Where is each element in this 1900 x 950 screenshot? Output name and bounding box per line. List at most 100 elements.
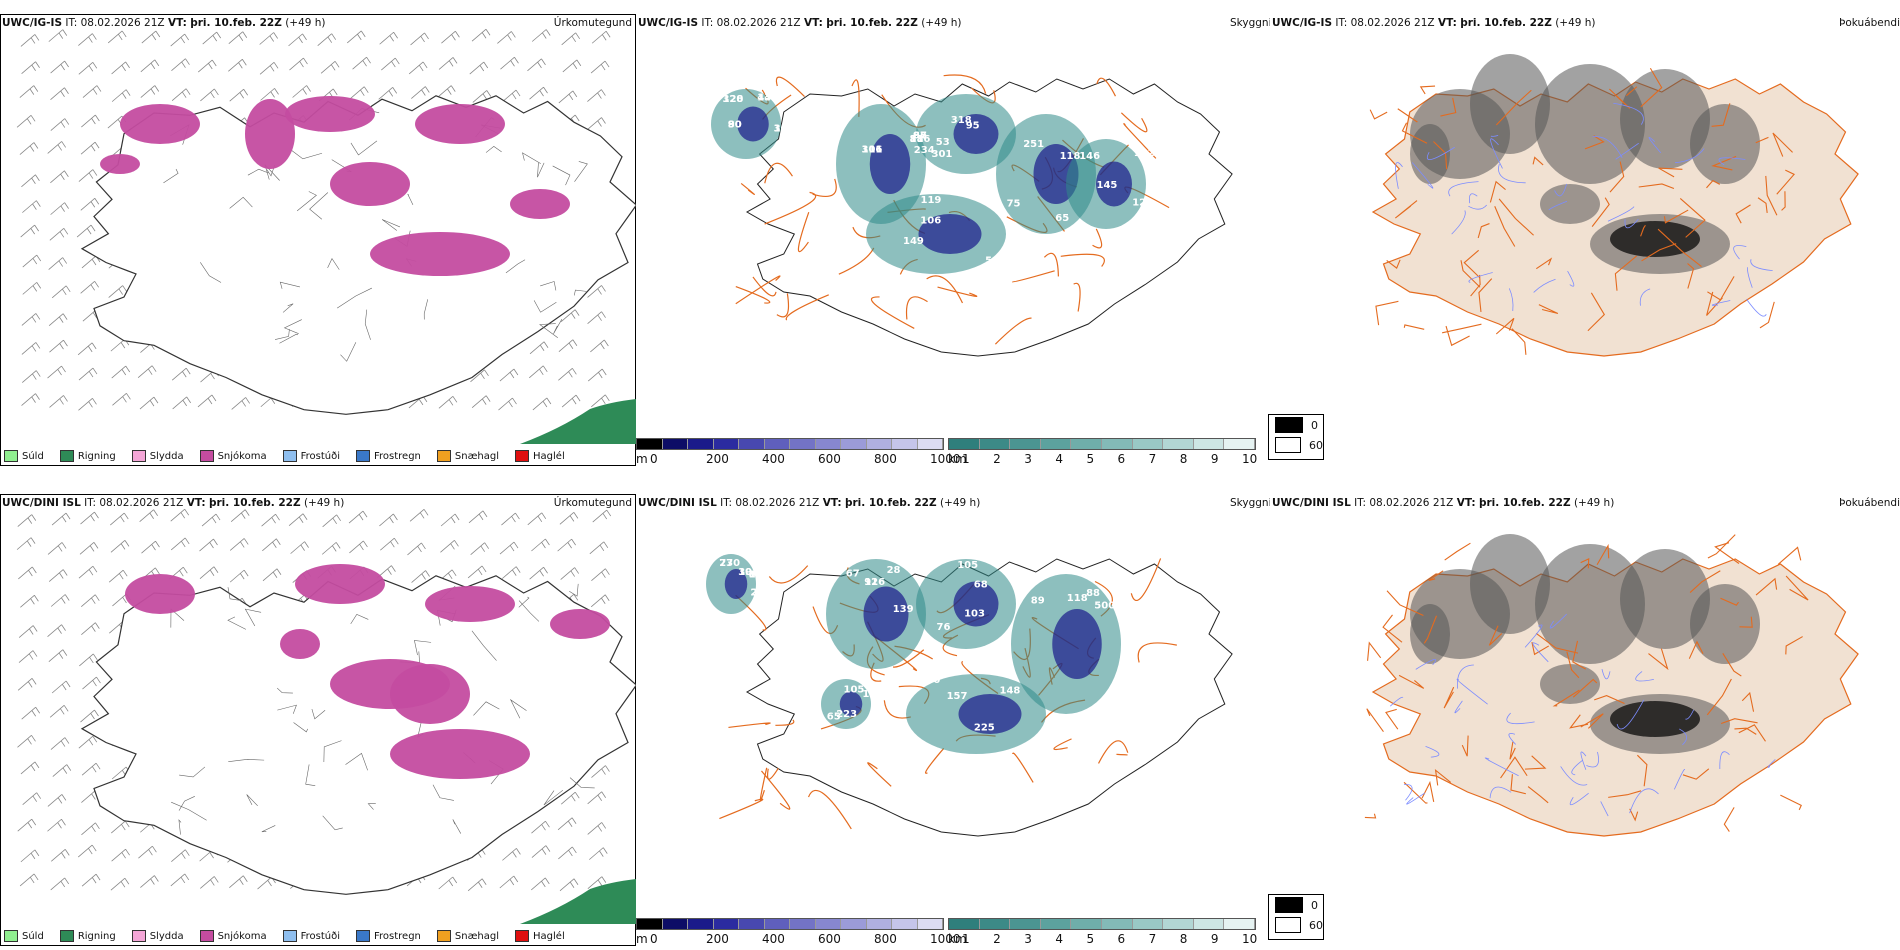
fog-legend-value: 0 — [1311, 418, 1318, 432]
legend-label: Snjókoma — [217, 930, 267, 942]
fog-legend-value: 0 — [1311, 898, 1318, 912]
scale-tick: 8 — [1179, 452, 1188, 466]
fog-legend-2: 0 60 — [1268, 894, 1324, 940]
legend-swatch — [4, 450, 18, 462]
scale-tick: 2 — [993, 452, 1001, 466]
cloud-param-2: Skyggni — [1230, 497, 1272, 509]
legend-swatch — [131, 930, 146, 942]
legend-swatch — [4, 930, 18, 942]
scale-tick: 1000 — [930, 452, 961, 466]
legend-swatch — [515, 930, 530, 942]
legend-label: Haglél — [533, 930, 565, 942]
legend-label: Frostregn — [374, 450, 421, 462]
precip-legend-item: Rigning — [59, 450, 116, 462]
scale-tick: 0 — [650, 452, 658, 466]
precip-legend-item: Súld — [4, 450, 44, 462]
cloud-base-label: 113 — [862, 689, 883, 700]
scale-tick: 800 — [874, 452, 897, 466]
fog-legend-value: 60 — [1309, 918, 1323, 932]
precip-legend-item: Frostúði — [282, 930, 340, 942]
cloud-base-label: 225 — [974, 723, 995, 734]
km-scale-1: km 1 2 3 4 5 6 7 8 9 10 — [948, 438, 1258, 468]
cloud-base-label: 146 — [1079, 151, 1100, 162]
cloud-base-label: 88 — [1086, 588, 1100, 599]
legend-label: Slydda — [149, 930, 184, 942]
precip-legend-item: Frostregn — [356, 930, 421, 942]
scale-tick: 1 — [962, 932, 970, 946]
cloud-title-2: UWC/DINI ISL IT: 08.02.2026 21Z VT: þri.… — [638, 497, 981, 509]
cloud-base-label: 68 — [974, 579, 988, 590]
cloud-base-label: 66 — [913, 131, 927, 142]
cloud-base-label: 73 — [719, 558, 733, 569]
legend-swatch — [356, 450, 370, 462]
fog-legend-row: 0 — [1269, 895, 1323, 915]
scale-unit: km — [948, 452, 967, 466]
cloud-base-label: 102 — [738, 567, 759, 578]
legend-label: Snjókoma — [217, 450, 267, 462]
legend-swatch — [199, 930, 214, 942]
cloud-base-label: 89 — [1031, 596, 1045, 607]
cloud-base-label: 157 — [947, 691, 968, 702]
scale-tick: 5 — [1086, 452, 1095, 466]
cloud-base-label: 251 — [1023, 139, 1044, 150]
fog-legend-swatch — [1275, 897, 1303, 913]
cloud-base-label: 103 — [964, 609, 985, 620]
precip-legend-item: Slydda — [131, 450, 184, 462]
fog-title-2: UWC/DINI ISL IT: 08.02.2026 21Z VT: þri.… — [1272, 497, 1615, 509]
cloud-base-label: 442 — [757, 92, 778, 103]
cloud-base-label: 92 — [864, 577, 878, 588]
scale-tick: 600 — [818, 452, 841, 466]
fog-map-1 — [1369, 54, 1859, 357]
cloud-base-label: 53 — [936, 137, 950, 148]
legend-label: Súld — [22, 930, 44, 942]
km-scale-2: km 1 2 3 4 5 6 7 8 9 10 — [948, 918, 1257, 948]
cloud-base-label: 116 — [910, 134, 931, 145]
scale-tick: 7 — [1148, 932, 1157, 946]
legend-swatch — [436, 450, 451, 462]
legend-swatch — [199, 450, 214, 462]
scale-tick: 9 — [1210, 452, 1219, 466]
cloud-base-label: 145 — [1097, 180, 1118, 191]
cloud-base-label: 39 — [738, 567, 752, 578]
cloud-base-label: 223 — [836, 709, 857, 720]
scale-tick: 10 — [1242, 452, 1258, 466]
scale-tick: 9 — [1210, 932, 1219, 946]
scale-tick: 400 — [762, 452, 785, 466]
cloud-base-label: 118 — [1060, 151, 1081, 162]
precip-legend-item: Haglél — [515, 450, 565, 462]
legend-swatch — [131, 450, 146, 462]
precip-legend-item: Slydda — [131, 930, 184, 942]
fog-legend-value: 60 — [1309, 438, 1323, 452]
legend-swatch — [356, 930, 370, 942]
cloud-base-label: 118 — [1067, 593, 1088, 604]
scale-tick: 600 — [818, 932, 841, 946]
precip-map-1 — [0, 14, 636, 466]
fog-legend-row: 60 — [1269, 915, 1323, 935]
scale-unit: m — [636, 452, 648, 466]
cloud-base-label: 80 — [728, 119, 742, 130]
precip-legend-item: Frostregn — [356, 450, 421, 462]
cloud-base-label: 120 — [723, 94, 744, 105]
precip-param-1: Úrkomutegund — [553, 17, 632, 29]
legend-label: Frostúði — [300, 450, 340, 462]
cloud-base-label: 116 — [864, 577, 885, 588]
precip-legend-item: Snæhagl — [436, 930, 500, 942]
fog-panel-1: UWC/IG-IS IT: 08.02.2026 21Z VT: þri. 10… — [1268, 14, 1900, 466]
scale-tick: 6 — [1117, 452, 1126, 466]
legend-label: Frostregn — [374, 930, 421, 942]
fog-legend-swatch — [1275, 917, 1301, 933]
colorbar — [948, 438, 1256, 450]
cloud-panel-1: 328 442 80 102 66 88 311 234 95 53 301 318 75 65 118 25… — [636, 14, 1272, 468]
m-scale-1: m 0 200 400 600 800 1000 — [636, 438, 961, 468]
legend-label: Snæhagl — [454, 930, 500, 942]
legend-label: Rigning — [77, 930, 116, 942]
cloud-base-label: 192 — [1134, 148, 1155, 159]
legend-label: Frostúði — [300, 930, 340, 942]
scale-unit: km — [948, 932, 967, 946]
colorbar — [636, 918, 944, 930]
scale-tick: 0 — [650, 932, 658, 946]
fog-title-1: UWC/IG-IS IT: 08.02.2026 21Z VT: þri. 10… — [1272, 17, 1596, 29]
precip-panel-2: UWC/DINI ISL IT: 08.02.2026 21Z VT: þri.… — [0, 494, 636, 946]
